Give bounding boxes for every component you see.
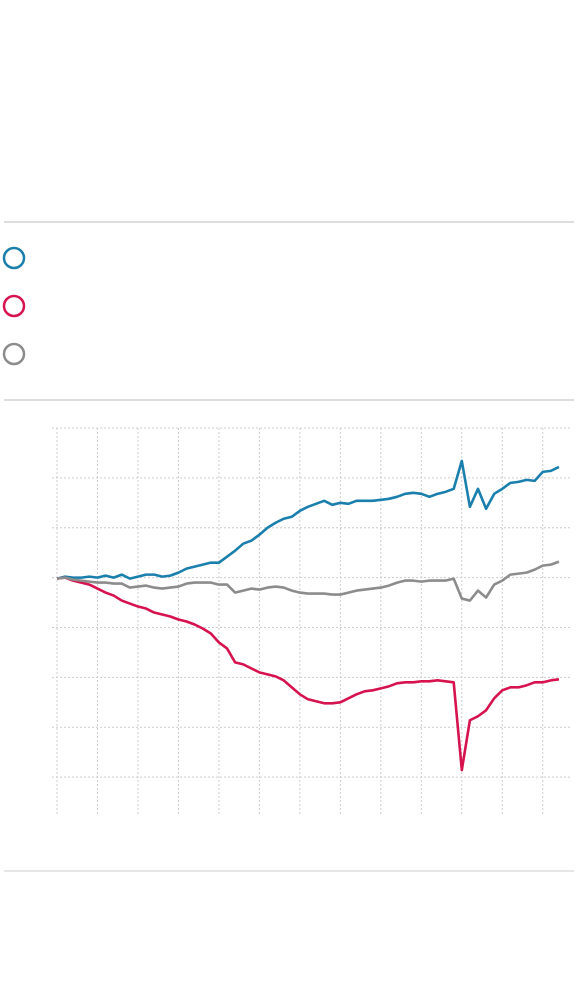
legend-marker xyxy=(2,342,26,366)
series-line xyxy=(56,459,560,580)
legend-marker xyxy=(2,246,26,270)
plot xyxy=(52,427,570,815)
series-line xyxy=(56,560,560,602)
legend xyxy=(2,246,26,366)
legend-marker xyxy=(2,294,26,318)
series-line xyxy=(56,576,560,772)
